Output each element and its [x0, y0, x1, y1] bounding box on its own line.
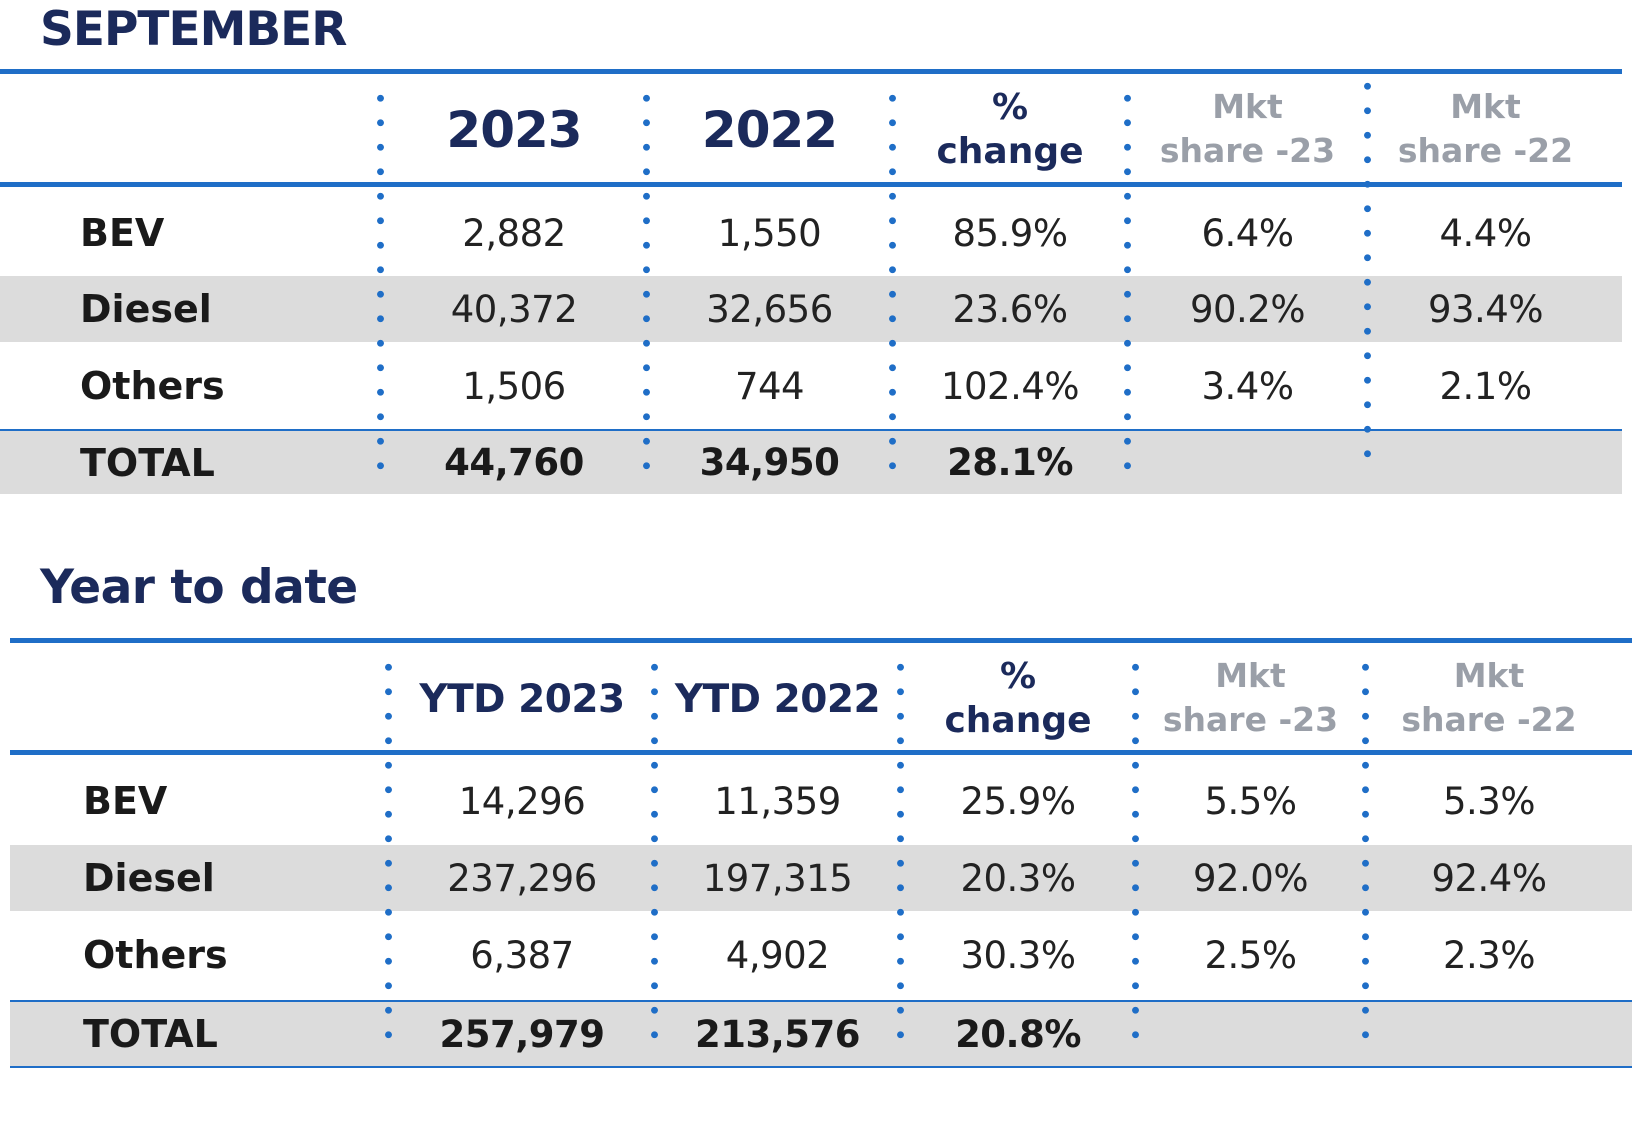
header-rule — [10, 750, 1632, 755]
header-change-line1: % — [991, 87, 1029, 128]
value-share-23: 6.4% — [1201, 211, 1295, 255]
column-separator — [1362, 655, 1369, 1055]
value-share-22: 92.4% — [1431, 856, 1547, 900]
column-separator — [651, 655, 658, 1055]
header-change-line2: change — [944, 700, 1092, 741]
header-share-23-line2: share -23 — [1159, 131, 1336, 170]
value-share-23: 90.2% — [1189, 287, 1306, 331]
column-separator — [385, 655, 392, 1055]
september-table: 2023 2022 % change Mkt share -23 Mkt sha… — [0, 0, 1622, 500]
total-change: 20.8% — [955, 1012, 1081, 1056]
header-share-23-line2: share -23 — [1162, 700, 1339, 739]
value-2022: 744 — [734, 364, 805, 408]
value-2023: 2,882 — [462, 211, 566, 255]
header-ytd-2023: YTD 2023 — [419, 676, 625, 722]
total-rule — [10, 1000, 1632, 1002]
header-change-line1: % — [999, 656, 1037, 697]
total-ytd-2023: 257,979 — [439, 1012, 605, 1056]
value-share-23: 92.0% — [1192, 856, 1309, 900]
value-share-23: 2.5% — [1204, 933, 1298, 977]
column-separator — [889, 86, 896, 486]
column-separator — [897, 655, 904, 1055]
header-change: % change — [904, 650, 1132, 748]
row-label: BEV — [83, 779, 168, 823]
row-label: BEV — [80, 211, 165, 255]
value-change: 30.3% — [960, 933, 1076, 977]
section-title-september: SEPTEMBER — [40, 2, 347, 57]
header-ytd-2022: YTD 2022 — [674, 676, 881, 722]
column-separator — [1364, 74, 1371, 474]
value-change: 25.9% — [960, 779, 1076, 823]
column-separator — [643, 86, 650, 486]
header-share-22: Mkt share -22 — [1371, 84, 1600, 174]
row-stripe-total — [0, 431, 1622, 494]
header-rule — [0, 182, 1622, 187]
value-ytd-2022: 197,315 — [702, 856, 853, 900]
total-change: 28.1% — [947, 441, 1073, 484]
value-ytd-2023: 14,296 — [458, 779, 586, 823]
column-separator — [377, 86, 384, 486]
value-change: 102.4% — [940, 364, 1080, 408]
value-share-22: 4.4% — [1439, 211, 1533, 255]
row-stripe-diesel — [0, 276, 1622, 342]
row-label: Diesel — [83, 856, 215, 900]
bottom-rule — [10, 1066, 1632, 1068]
value-2023: 40,372 — [450, 287, 578, 331]
ytd-table: YTD 2023 YTD 2022 % change Mkt share -23… — [10, 0, 1632, 1080]
row-label: Diesel — [80, 287, 212, 331]
value-share-22: 5.3% — [1443, 779, 1536, 823]
value-change: 23.6% — [952, 287, 1068, 331]
value-share-22: 93.4% — [1427, 287, 1544, 331]
header-2022: 2022 — [701, 101, 838, 159]
header-change: % change — [896, 80, 1124, 180]
value-ytd-2023: 237,296 — [447, 856, 597, 900]
total-rule — [0, 429, 1622, 431]
value-share-23: 3.4% — [1201, 364, 1295, 408]
value-change: 85.9% — [952, 211, 1068, 255]
header-share-23-line1: Mkt — [1215, 656, 1286, 695]
header-share-23-line1: Mkt — [1212, 87, 1283, 126]
header-share-23: Mkt share -23 — [1139, 652, 1362, 744]
header-2023: 2023 — [446, 101, 582, 159]
header-share-22-line2: share -22 — [1397, 131, 1574, 170]
top-rule — [0, 69, 1622, 74]
total-ytd-2022: 213,576 — [694, 1012, 861, 1056]
value-ytd-2023: 6,387 — [470, 933, 574, 977]
total-2022: 34,950 — [699, 441, 840, 484]
value-ytd-2022: 4,902 — [725, 933, 830, 977]
top-rule — [10, 638, 1632, 643]
column-separator — [1132, 655, 1139, 1055]
column-separator — [1124, 86, 1131, 486]
row-label-total: TOTAL — [83, 1012, 218, 1056]
header-share-23: Mkt share -23 — [1131, 84, 1364, 174]
row-stripe-total — [10, 1002, 1632, 1066]
section-title-year-to-date: Year to date — [40, 560, 358, 615]
value-change: 20.3% — [960, 856, 1076, 900]
value-share-22: 2.3% — [1443, 933, 1536, 977]
value-ytd-2022: 11,359 — [714, 779, 841, 823]
value-2023: 1,506 — [462, 364, 566, 408]
total-2023: 44,760 — [444, 441, 584, 484]
row-stripe-diesel — [10, 845, 1632, 911]
header-share-22: Mkt share -22 — [1369, 652, 1609, 744]
header-share-22-line1: Mkt — [1453, 656, 1525, 695]
value-2022: 32,656 — [706, 287, 833, 331]
row-label-total: TOTAL — [80, 440, 215, 485]
value-share-22: 2.1% — [1439, 364, 1533, 408]
row-label: Others — [83, 933, 228, 977]
header-share-22-line1: Mkt — [1450, 87, 1521, 126]
value-2022: 1,550 — [717, 211, 822, 255]
row-label: Others — [80, 364, 225, 408]
header-change-line2: change — [936, 131, 1084, 172]
header-share-22-line2: share -22 — [1401, 700, 1577, 739]
value-share-23: 5.5% — [1204, 779, 1298, 823]
